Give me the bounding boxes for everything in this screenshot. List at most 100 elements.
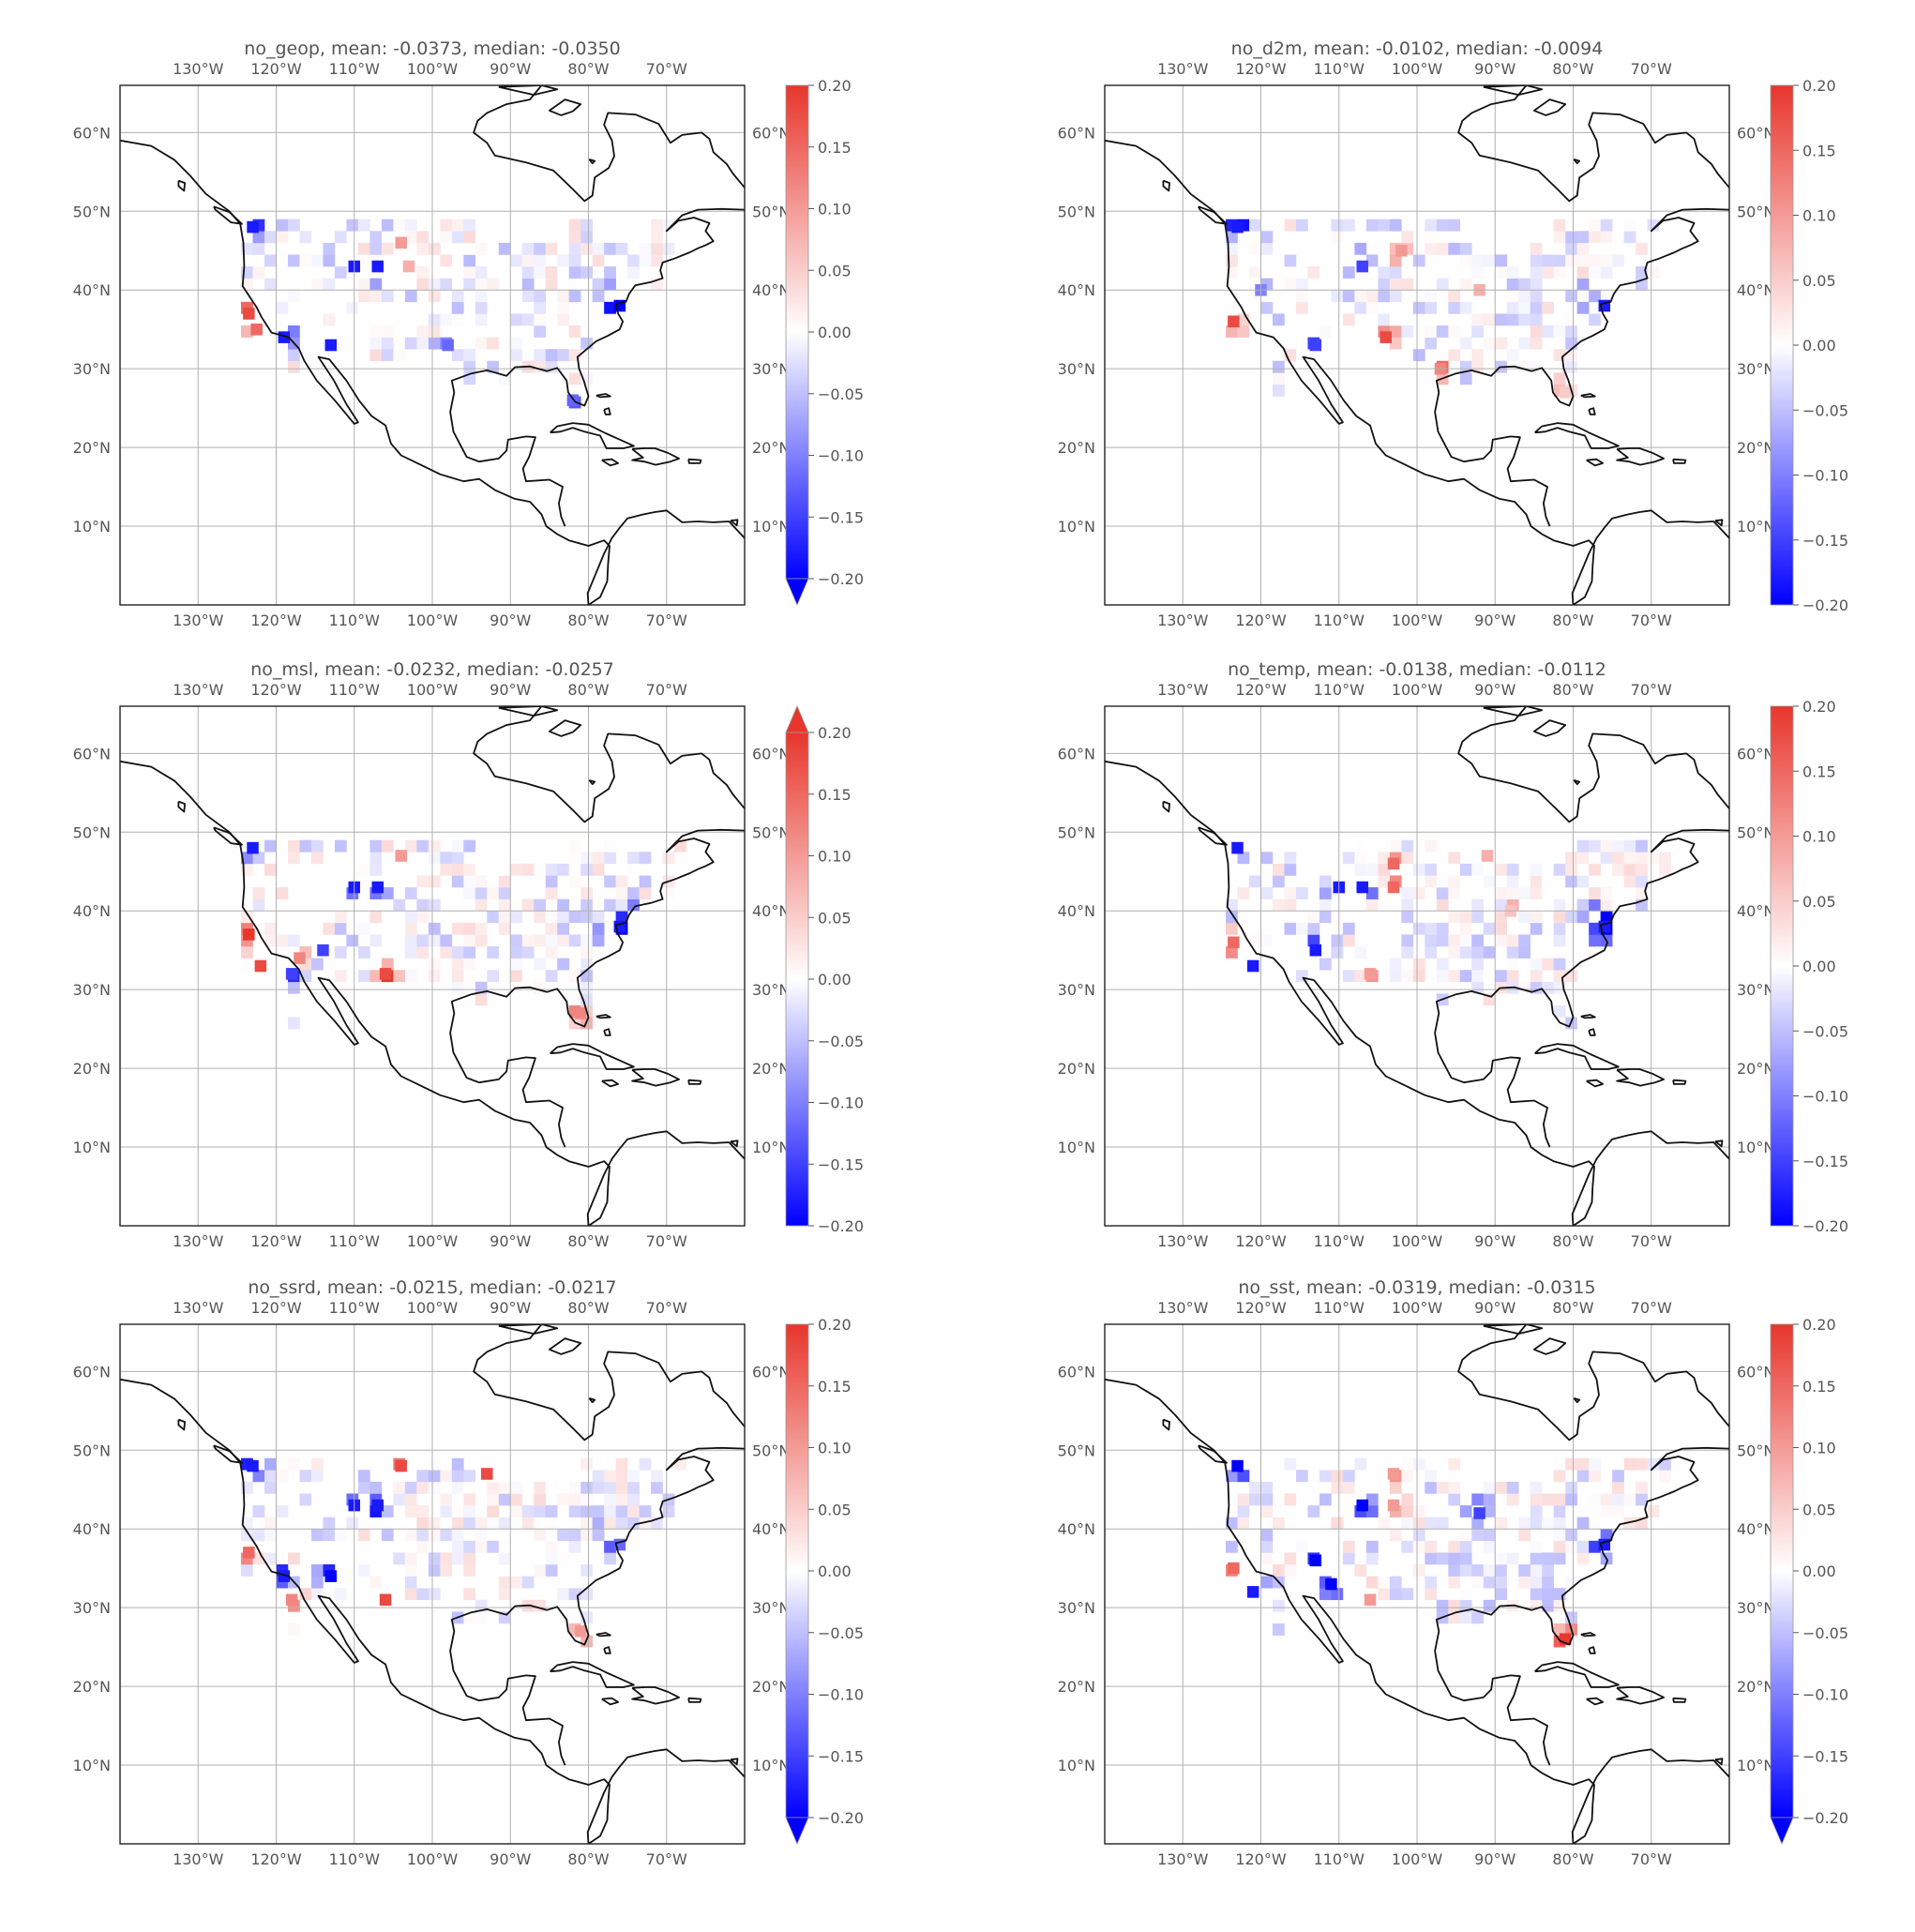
grid-cell	[1553, 254, 1566, 267]
lon-tick-label-bottom: 100°W	[407, 1850, 459, 1868]
grid-cell	[521, 898, 535, 912]
grid-cell	[568, 863, 581, 876]
lat-tick-label-left: 40°N	[1058, 281, 1095, 299]
grid-cell	[451, 313, 464, 326]
lat-tick-label-left: 10°N	[1058, 518, 1095, 536]
coastline	[213, 826, 243, 846]
grid-cell	[1553, 1505, 1566, 1517]
grid-cell	[1295, 1470, 1308, 1483]
coastline	[1672, 458, 1687, 464]
grid-cell	[615, 1517, 628, 1530]
grid-cell	[442, 339, 454, 352]
grid-cell	[592, 852, 605, 865]
grid-cell	[1295, 278, 1308, 291]
lon-tick-label-top: 120°W	[250, 1299, 302, 1317]
lon-tick-label-top: 100°W	[407, 1299, 459, 1317]
grid-cell	[1412, 958, 1425, 971]
grid-cell	[379, 968, 392, 980]
grid-cell	[568, 1493, 581, 1506]
grid-cell	[1459, 1599, 1472, 1612]
grid-cell	[243, 1547, 255, 1559]
grid-cell	[1518, 1529, 1531, 1542]
grid-cell	[1589, 922, 1601, 935]
lat-tick-label-right: 10°N	[1737, 518, 1774, 536]
colorbar-tick-label: 0.15	[1802, 142, 1836, 159]
grid-cell	[1647, 1505, 1660, 1517]
grid-cell	[428, 1457, 441, 1471]
grid-cell	[264, 863, 277, 876]
grid-cell	[1425, 1540, 1438, 1553]
grid-cell	[1495, 1481, 1508, 1494]
grid-cell	[241, 1529, 253, 1542]
grid-cell	[1448, 1540, 1461, 1553]
grid-cell	[1331, 1517, 1344, 1530]
grid-cell	[428, 313, 441, 326]
panel-title: no_geop, mean: -0.0373, median: -0.0350	[244, 38, 620, 59]
colorbar-extend-min	[785, 1817, 809, 1846]
grid-cell	[1249, 875, 1261, 888]
grid-cell	[545, 1564, 558, 1577]
grid-cell	[1495, 911, 1508, 924]
grid-cell	[404, 839, 417, 853]
coastlines	[1105, 706, 1729, 1226]
grid-cell	[1530, 313, 1543, 326]
grid-cell	[1589, 887, 1601, 899]
grid-cell	[1530, 301, 1543, 314]
grid-cell	[1600, 852, 1613, 865]
colorbar-extend-max	[785, 704, 809, 733]
grid-cell	[510, 958, 523, 971]
lon-tick-label-top: 80°W	[567, 1299, 609, 1317]
grid-cell	[1565, 1505, 1577, 1517]
grid-cell	[1612, 1493, 1624, 1506]
grid-cell	[1448, 325, 1461, 338]
grid-cell	[416, 231, 430, 244]
grid-cell	[534, 290, 547, 303]
grid-cell	[463, 863, 476, 876]
grid-cell	[1249, 242, 1261, 255]
grid-cell	[252, 1529, 265, 1542]
grid-cell	[1401, 1457, 1414, 1471]
grid-cell	[1600, 911, 1613, 924]
grid-cell	[1471, 360, 1485, 373]
grid-cell	[1448, 1481, 1461, 1494]
lat-tick-label-right: 40°N	[752, 1520, 790, 1538]
grid-cell	[534, 266, 547, 279]
grid-cell	[1436, 242, 1449, 255]
grid-cell	[1483, 1505, 1496, 1517]
grid-cell	[369, 278, 383, 291]
grid-cell	[1448, 946, 1461, 958]
grid-cell	[581, 852, 593, 865]
grid-cell	[1495, 1588, 1508, 1601]
grid-cell	[463, 875, 476, 888]
grid-cell	[310, 301, 324, 314]
coastline	[1672, 1697, 1687, 1703]
grid-cell	[241, 946, 253, 958]
grid-cell	[1249, 1481, 1261, 1494]
coastline	[1198, 205, 1228, 225]
colorbar-tick-label: −0.15	[818, 1155, 864, 1173]
grid-cell	[357, 1564, 370, 1577]
grid-cell	[463, 360, 476, 373]
grid-cell	[1228, 1562, 1240, 1575]
grid-cell	[604, 1493, 616, 1506]
grid-cell	[662, 219, 675, 232]
lon-tick-label-top: 130°W	[1157, 681, 1209, 699]
grid-cell	[1483, 875, 1496, 888]
grid-cell	[1237, 887, 1250, 899]
lat-tick-label-right: 60°N	[1737, 1363, 1774, 1381]
grid-cell	[379, 1593, 392, 1607]
grid-cell	[1342, 852, 1355, 865]
grid-cell	[299, 839, 312, 853]
lat-tick-label-left: 20°N	[1058, 1678, 1095, 1696]
grid-cell	[545, 946, 558, 958]
grid-cell	[1272, 1564, 1285, 1577]
grid-cell	[581, 325, 593, 338]
grid-cell	[1246, 959, 1259, 973]
grid-cell	[247, 841, 259, 854]
grid-cell	[1623, 219, 1636, 232]
lat-tick-label-left: 10°N	[1058, 1757, 1095, 1774]
grid-cell	[1576, 254, 1590, 267]
lon-tick-label-top: 110°W	[329, 681, 381, 699]
data-cells	[241, 839, 686, 1030]
grid-cell	[604, 1540, 616, 1553]
